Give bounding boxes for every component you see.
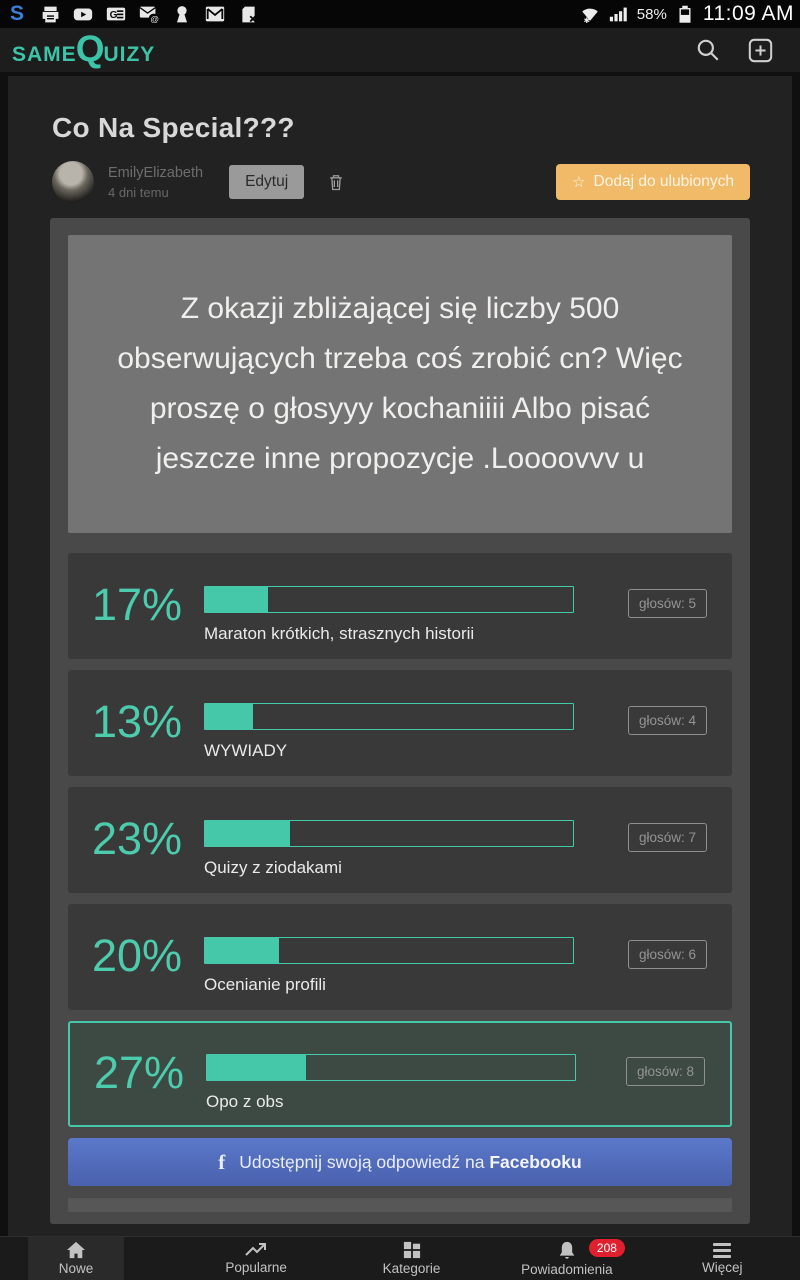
votes-count: głosów: 4 [627, 706, 707, 735]
add-to-favorites-button[interactable]: ☆ Dodaj do ulubionych [556, 164, 750, 200]
author-row: EmilyElizabeth 4 dni temu Edytuj ☆ Dodaj… [52, 160, 750, 204]
question-text: Z okazji zbliżającej się liczby 500 obse… [117, 292, 683, 475]
svg-text:G: G [110, 10, 118, 21]
widget-footer-bar [68, 1198, 732, 1212]
vote-bar-fill [205, 704, 253, 729]
logo-text-same: SAME [12, 42, 77, 66]
option-label: Maraton krótkich, strasznych historii [204, 624, 475, 643]
nav-label: Kategorie [382, 1261, 441, 1276]
translate-icon: G [105, 3, 127, 25]
option-percent: 13% [92, 696, 183, 747]
home-icon [65, 1241, 87, 1259]
post-title: Co Na Special??? [52, 112, 295, 143]
youtube-icon [72, 3, 94, 25]
nav-spacer [124, 1237, 178, 1280]
vote-bar [204, 703, 574, 730]
share-label-bold: Facebooku [489, 1151, 582, 1172]
poll-option[interactable]: 13% WYWIADY głosów: 4 [68, 670, 732, 776]
facebook-icon: f [218, 1149, 226, 1174]
battery-icon [674, 3, 696, 25]
logo-letter-q: Q [75, 27, 105, 69]
nav-label: Powiadomienia [521, 1261, 613, 1277]
author-avatar[interactable] [52, 161, 94, 203]
option-percent: 17% [92, 579, 183, 630]
vote-bar-fill [207, 1055, 307, 1080]
nav-label: Więcej [702, 1259, 743, 1275]
star-icon: ☆ [572, 174, 586, 191]
option-percent: 20% [92, 930, 183, 981]
option-label: WYWIADY [204, 741, 288, 760]
poll-options: 17% Maraton krótkich, strasznych histori… [68, 553, 732, 1127]
logo-text-uizy: UIZY [103, 42, 156, 66]
email-at-icon: @ [138, 3, 160, 25]
nav-item-kategorie[interactable]: Kategorie [334, 1237, 489, 1280]
votes-count: głosów: 5 [627, 589, 707, 618]
vote-bar-fill [205, 587, 268, 612]
nav-item-wiecej[interactable]: Więcej [645, 1237, 800, 1280]
question-box: Z okazji zbliżającej się liczby 500 obse… [68, 235, 732, 533]
svg-text:✱: ✱ [583, 16, 589, 25]
clock: 11:09 AM [702, 2, 794, 25]
option-label: Opo z obs [206, 1092, 284, 1111]
option-label: Quizy z ziodakami [204, 858, 342, 877]
delete-icon[interactable] [326, 171, 346, 193]
categories-grid-icon [403, 1241, 421, 1259]
share-label: Udostępnij swoją odpowiedź na [239, 1151, 485, 1172]
vote-bar [204, 586, 574, 613]
poll-widget: Z okazji zbliżającej się liczby 500 obse… [50, 218, 750, 1224]
post-age: 4 dni temu [108, 184, 169, 200]
search-icon[interactable] [695, 37, 721, 63]
vote-bar-fill [205, 938, 279, 963]
notifications-badge: 208 [588, 1239, 625, 1257]
poll-option-selected[interactable]: 27% Opo z obs głosów: 8 [68, 1021, 732, 1127]
nav-label: Popularne [225, 1260, 287, 1275]
facebook-share-button[interactable]: f Udostępnij swoją odpowiedź na Facebook… [68, 1138, 732, 1186]
nav-item-powiadomienia[interactable]: Powiadomienia 208 [489, 1237, 644, 1280]
page-content: Co Na Special??? EmilyElizabeth 4 dni te… [8, 76, 792, 1236]
vote-bar [204, 820, 574, 847]
bottom-navigation: Nowe Popularne Kategorie Powiadomienia 2… [0, 1236, 800, 1280]
bell-icon [558, 1241, 576, 1260]
sim-removed-icon [237, 3, 259, 25]
votes-count: głosów: 8 [625, 1057, 705, 1086]
poll-option[interactable]: 23% Quizy z ziodakami głosów: 7 [68, 787, 732, 893]
printer-icon [39, 3, 61, 25]
svg-text:@: @ [150, 14, 159, 24]
option-label: Ocenianie profili [204, 975, 326, 994]
favorite-label: Dodaj do ulubionych [593, 173, 734, 190]
vote-bar [204, 937, 574, 964]
nav-item-popularne[interactable]: Popularne [178, 1237, 333, 1280]
menu-icon [712, 1242, 732, 1258]
battery-percent: 58% [636, 5, 667, 23]
author-name[interactable]: EmilyElizabeth [108, 164, 204, 181]
samequizy-logo[interactable]: SAME Q UIZY [12, 27, 156, 69]
option-percent: 23% [92, 813, 183, 864]
status-bar: S G @ ✱ 58% 11:09 A [0, 0, 800, 28]
poll-option[interactable]: 20% Ocenianie profili głosów: 6 [68, 904, 732, 1010]
app-header: SAME Q UIZY [0, 28, 800, 72]
edit-button[interactable]: Edytuj [229, 165, 305, 199]
vote-bar [206, 1054, 576, 1081]
wifi-icon: ✱ [579, 3, 601, 25]
notification-icons: S G @ [6, 3, 259, 25]
nav-label: Nowe [58, 1261, 94, 1276]
votes-count: głosów: 6 [627, 940, 707, 969]
votes-count: głosów: 7 [627, 823, 707, 852]
keyhole-icon [171, 3, 193, 25]
skype-icon: S [9, 2, 24, 25]
poll-option[interactable]: 17% Maraton krótkich, strasznych histori… [68, 553, 732, 659]
option-percent: 27% [94, 1047, 185, 1098]
signal-icon [608, 3, 630, 25]
vote-bar-fill [205, 821, 290, 846]
gmail-icon [204, 3, 226, 25]
add-quiz-icon[interactable] [747, 37, 774, 64]
nav-item-nowe[interactable]: Nowe [28, 1237, 124, 1280]
trending-icon [244, 1242, 268, 1258]
